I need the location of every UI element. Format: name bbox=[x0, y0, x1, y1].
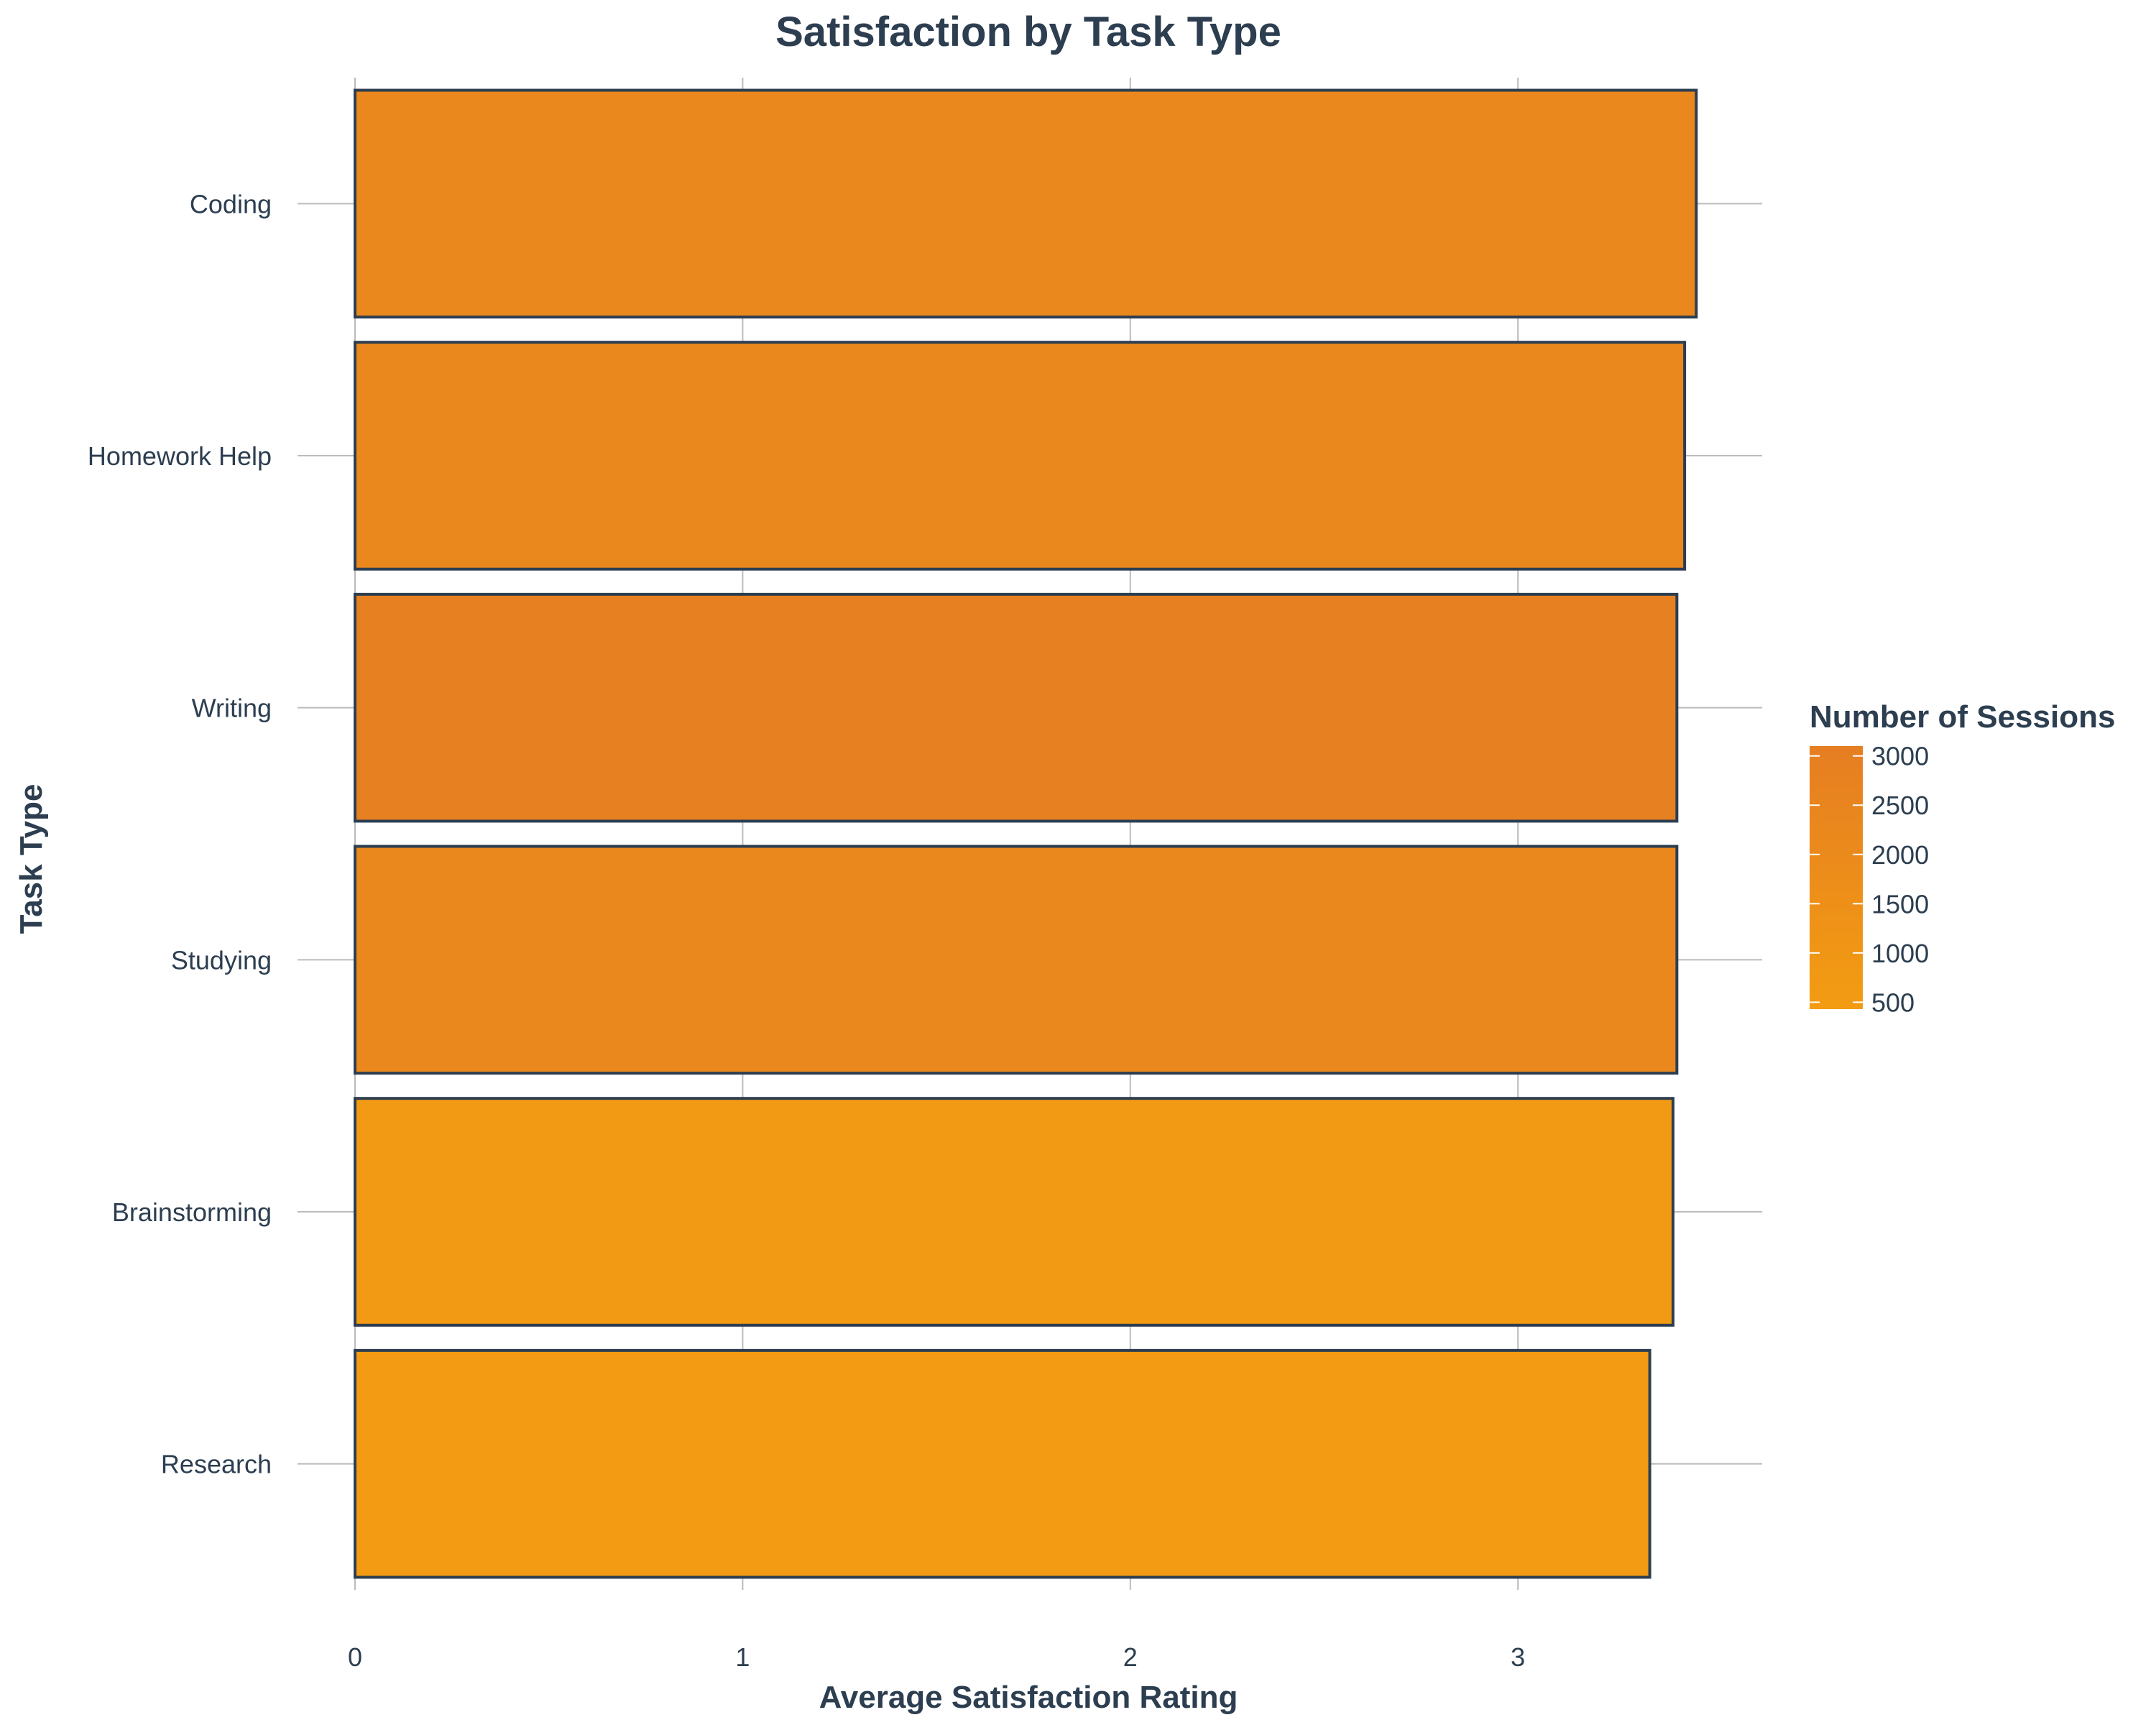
bar-homework-help bbox=[354, 341, 1687, 571]
y-tick-label: Homework Help bbox=[88, 441, 272, 471]
y-axis-label: Task Type bbox=[14, 784, 49, 934]
x-tick-label: 1 bbox=[735, 1642, 750, 1672]
bar-studying bbox=[354, 845, 1679, 1075]
legend-tick-label: 1500 bbox=[1871, 889, 1929, 919]
x-axis-label: Average Satisfaction Rating bbox=[819, 1680, 1238, 1715]
legend-tick-label: 2000 bbox=[1871, 840, 1929, 870]
bar-research bbox=[354, 1348, 1651, 1579]
y-tick-label: Coding bbox=[190, 189, 272, 218]
legend-tick-label: 500 bbox=[1871, 988, 1915, 1017]
plot-area: 0 1 2 3 Coding Homework Help Writing Studying B… bbox=[88, 78, 1762, 1672]
x-tick-label: 0 bbox=[348, 1642, 362, 1672]
legend: Number of Sessions 3000 2500 2000 1500 1000 5… bbox=[1810, 699, 2115, 1017]
bar-writing bbox=[354, 592, 1679, 823]
legend-colorbar bbox=[1810, 746, 1863, 1009]
y-tick-label: Writing bbox=[192, 694, 272, 723]
legend-tick-label: 1000 bbox=[1871, 939, 1929, 968]
x-tick-label: 2 bbox=[1123, 1642, 1138, 1672]
y-tick-label: Brainstorming bbox=[112, 1197, 272, 1227]
legend-ticks: 3000 2500 2000 1500 1000 500 bbox=[1810, 742, 1929, 1017]
bar-brainstorming bbox=[354, 1097, 1674, 1327]
legend-gradient bbox=[1810, 746, 1863, 1009]
y-tick-label: Research bbox=[161, 1450, 272, 1479]
y-tick-label: Studying bbox=[171, 945, 272, 975]
x-tick-label: 3 bbox=[1511, 1642, 1525, 1672]
bar-coding bbox=[354, 88, 1698, 319]
x-axis-ticks: 0 1 2 3 bbox=[348, 1642, 1525, 1672]
y-axis-ticks: Coding Homework Help Writing Studying Brains… bbox=[88, 189, 272, 1478]
chart-title: Satisfaction by Task Type bbox=[775, 9, 1281, 55]
bars bbox=[354, 88, 1698, 1579]
legend-tick-label: 2500 bbox=[1871, 791, 1929, 820]
legend-tick-label: 3000 bbox=[1871, 742, 1929, 771]
legend-title: Number of Sessions bbox=[1810, 699, 2115, 735]
